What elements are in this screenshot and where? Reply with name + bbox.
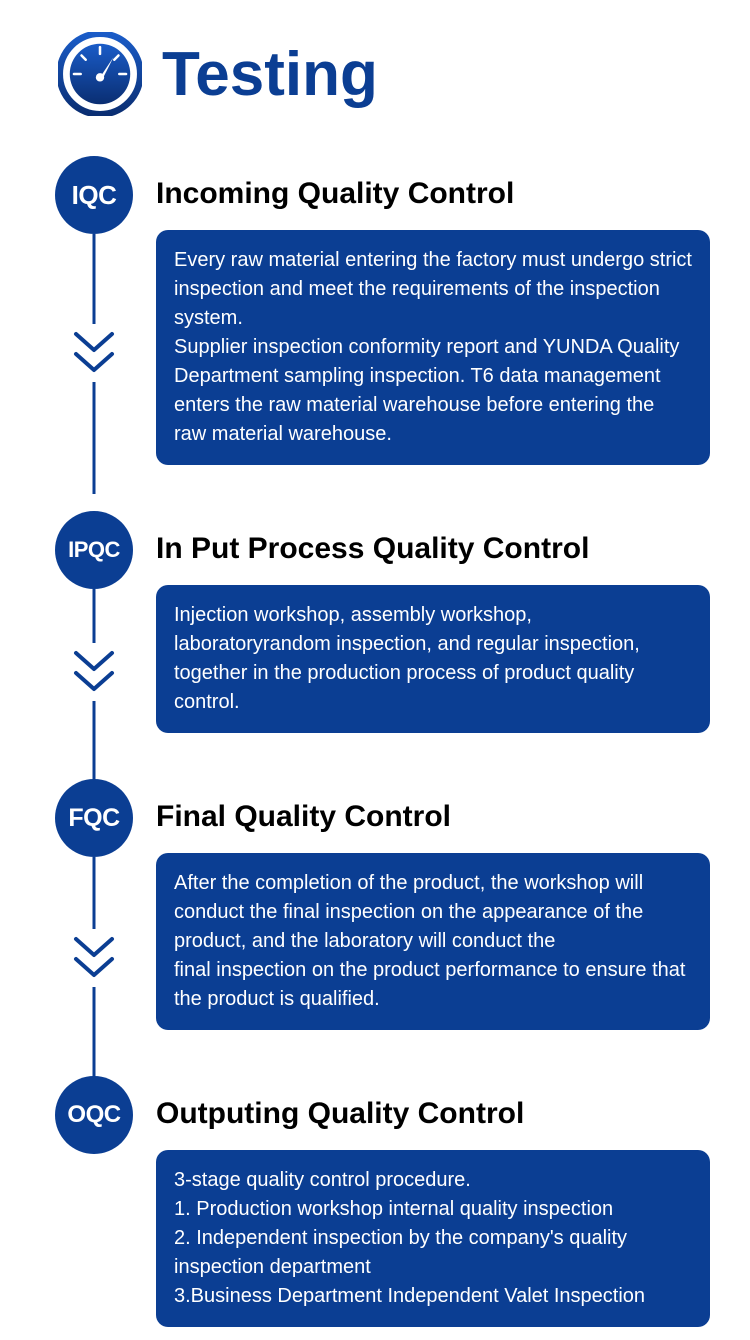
timeline: IQC Incoming Quality Control Every raw mat… bbox=[48, 156, 710, 1327]
chevron-down-icon bbox=[72, 324, 116, 382]
content-column: Outputing Quality Control 3-stage quality… bbox=[140, 1076, 710, 1327]
content-column: Incoming Quality Control Every raw materi… bbox=[140, 156, 710, 465]
content-column: In Put Process Quality Control Injection … bbox=[140, 511, 710, 733]
step-body: 3-stage quality control procedure. 1. Pr… bbox=[156, 1150, 710, 1327]
step-title: Outputing Quality Control bbox=[156, 1096, 710, 1132]
step-node: OQC bbox=[55, 1076, 133, 1154]
timeline-step: OQC Outputing Quality Control 3-stage qual… bbox=[48, 1076, 710, 1327]
step-node: IQC bbox=[55, 156, 133, 234]
step-node: IPQC bbox=[55, 511, 133, 589]
node-column: IPQC bbox=[48, 511, 140, 589]
timeline-step: IPQC In Put Process Quality Control Inject… bbox=[48, 511, 710, 733]
timeline-step: FQC Final Quality Control After the comple… bbox=[48, 779, 710, 1030]
node-column: IQC bbox=[48, 156, 140, 234]
chevron-down-icon bbox=[72, 643, 116, 701]
node-column: FQC bbox=[48, 779, 140, 857]
step-body: After the completion of the product, the… bbox=[156, 853, 710, 1030]
page-header: Testing bbox=[58, 32, 710, 116]
timeline-step: IQC Incoming Quality Control Every raw mat… bbox=[48, 156, 710, 465]
step-title: In Put Process Quality Control bbox=[156, 531, 710, 567]
step-title: Final Quality Control bbox=[156, 799, 710, 835]
chevron-down-icon bbox=[72, 929, 116, 987]
gauge-icon bbox=[58, 32, 142, 116]
step-code: FQC bbox=[68, 804, 119, 833]
content-column: Final Quality Control After the completio… bbox=[140, 779, 710, 1030]
step-body: Injection workshop, assembly workshop, l… bbox=[156, 585, 710, 733]
step-node: FQC bbox=[55, 779, 133, 857]
node-column: OQC bbox=[48, 1076, 140, 1154]
step-body: Every raw material entering the factory … bbox=[156, 230, 710, 465]
page-container: Testing IQC Incoming Quality Control Every… bbox=[0, 0, 750, 1327]
step-code: OQC bbox=[67, 1101, 120, 1129]
step-code: IPQC bbox=[68, 537, 120, 563]
step-title: Incoming Quality Control bbox=[156, 176, 710, 212]
step-code: IQC bbox=[72, 180, 117, 211]
page-title: Testing bbox=[162, 39, 378, 110]
